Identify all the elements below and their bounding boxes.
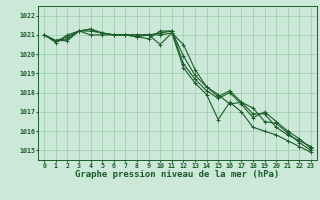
X-axis label: Graphe pression niveau de la mer (hPa): Graphe pression niveau de la mer (hPa): [76, 170, 280, 179]
